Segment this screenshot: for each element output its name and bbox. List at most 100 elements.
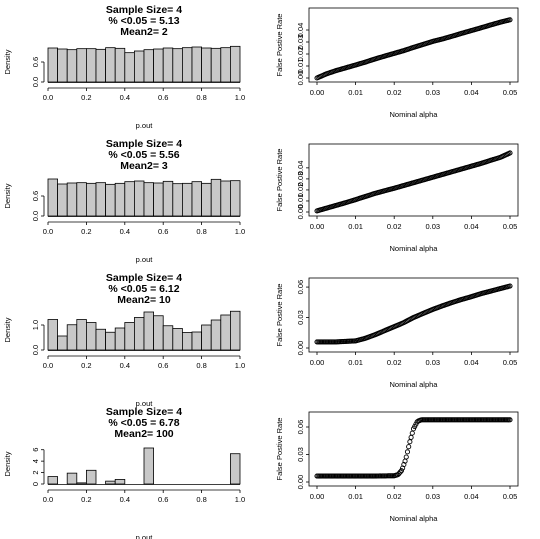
x-tick-label: 0.00 [310,492,325,501]
x-tick-label: 0.8 [196,361,206,370]
histogram-bar [47,178,59,217]
y-tick-label: 0.00 [296,71,305,86]
histogram-bar [47,319,59,351]
histogram-title-line: Mean2= 10 [117,294,171,306]
histogram-title-line: Sample Size= 4 [106,4,182,16]
x-tick-label: 0.01 [348,358,363,367]
histogram-bar [133,180,145,217]
x-tick-label: 0.04 [464,358,479,367]
histogram-bar [181,182,193,217]
y-axis-label: False Postive Rate [275,14,284,77]
fpr-point [404,449,411,455]
histogram-bar [172,328,183,351]
histogram-bar [229,45,241,83]
x-tick-label: 0.04 [464,222,479,231]
x-tick-label: 0.8 [196,495,206,504]
x-tick-label: 0.05 [503,358,518,367]
histogram-bar [172,183,183,217]
x-tick-label: 0.4 [120,495,130,504]
y-tick-label: 0.06 [296,420,305,435]
x-tick-label: 1.0 [235,227,245,236]
histogram-bar [143,447,155,485]
x-tick-label: 0.4 [120,227,130,236]
y-tick-label: 0.02 [296,183,305,198]
x-tick-label: 0.0 [43,93,53,102]
fpr-point-series [314,417,513,479]
x-tick-label: 0.4 [120,93,130,102]
plot-frame [308,277,519,353]
histogram-bar [133,317,145,351]
y-tick-label: 0.6 [31,191,40,201]
y-tick-label: 0.00 [296,341,305,356]
fpr-point [507,283,513,289]
histogram-bar [47,476,59,485]
histogram-bar [124,181,135,217]
x-tick-label: 0.8 [196,93,206,102]
fpr-panel-4: 0.00 0.01 0.02 0.03 0.04 0.05 Nominal alpha 0.0… [275,411,519,523]
x-axis-label: p.out [136,121,154,130]
plot-frame [308,411,519,487]
x-tick-label: 0.05 [503,492,518,501]
fpr-point [398,468,404,474]
x-tick-label: 0.05 [503,88,518,97]
x-tick-label: 0.2 [81,227,91,236]
x-tick-label: 0.2 [81,361,91,370]
x-tick-label: 0.02 [387,358,402,367]
histogram-bar [66,182,78,217]
x-tick-label: 1.0 [235,495,245,504]
y-tick-label: 0.03 [296,447,305,462]
histogram-bar [66,49,78,83]
x-tick-label: 0.02 [387,88,402,97]
y-tick-label: 2 [31,470,40,474]
y-tick-label: 0.01 [296,59,305,74]
histogram-bar [181,332,193,351]
x-axis-label: Nominal alpha [390,110,439,119]
x-tick-label: 0.03 [425,358,440,367]
histogram-bar [105,47,116,83]
histogram-bar [114,47,126,83]
histogram-bar [181,47,193,83]
x-tick-label: 0.03 [425,88,440,97]
x-tick-label: 0.0 [43,495,53,504]
fpr-point [403,454,409,460]
y-tick-label: 0.04 [296,161,305,176]
histogram-bar [220,180,231,217]
x-tick-label: 0.4 [120,361,130,370]
x-axis-label: Nominal alpha [390,514,439,523]
histogram-bar [86,182,97,217]
histogram-bar [220,314,231,351]
y-axis-label: False Postive Rate [275,418,284,481]
x-tick-label: 0.00 [310,222,325,231]
histogram-title-line: Sample Size= 4 [106,272,182,284]
x-tick-label: 0.01 [348,492,363,501]
histogram-bar [143,49,155,83]
histogram-bar [210,178,222,217]
histogram-bar [105,331,116,351]
x-axis-label: Nominal alpha [390,380,439,389]
fpr-point [507,150,513,156]
x-tick-label: 0.0 [43,361,53,370]
x-tick-label: 0.8 [196,227,206,236]
histogram-bar [76,482,87,485]
histogram-bar [153,182,164,217]
histogram-title-line: Mean2= 2 [120,26,168,38]
histogram-bar [153,48,164,83]
histogram-bar [76,319,87,351]
histogram-bar [229,310,241,351]
histogram-title-line: % <0.05 = 6.78 [108,417,179,429]
x-tick-label: 0.01 [348,222,363,231]
x-axis-label: p.out [136,399,154,408]
x-tick-label: 0.6 [158,495,168,504]
y-tick-label: 0.03 [296,35,305,50]
y-tick-label: 0.01 [296,194,305,209]
y-tick-label: 1.0 [31,320,40,330]
x-tick-label: 0.01 [348,88,363,97]
y-tick-label: 0.0 [31,211,40,221]
histogram-bar [162,180,174,217]
x-tick-label: 0.6 [158,93,168,102]
x-axis-label: p.out [136,533,154,539]
y-tick-label: 0 [31,482,40,486]
